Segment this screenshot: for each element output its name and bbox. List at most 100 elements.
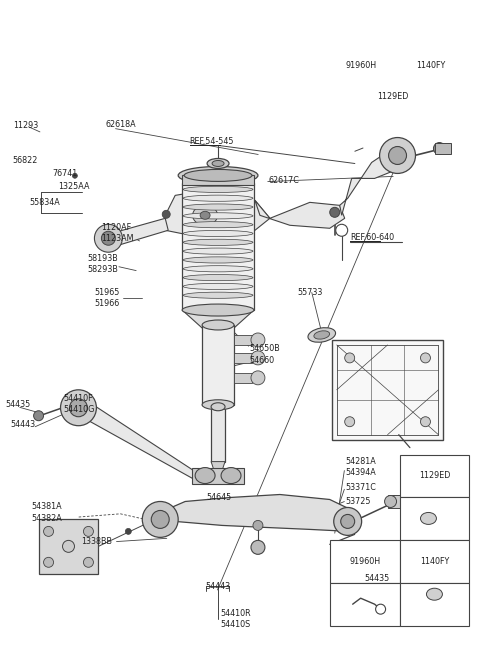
Text: REF.54-545: REF.54-545 <box>190 137 234 146</box>
Circle shape <box>84 527 94 536</box>
Text: 54443: 54443 <box>10 421 36 430</box>
Circle shape <box>334 507 361 535</box>
Ellipse shape <box>183 274 253 281</box>
Circle shape <box>162 210 170 218</box>
Circle shape <box>60 389 96 426</box>
Polygon shape <box>165 190 270 240</box>
Ellipse shape <box>183 213 253 219</box>
Bar <box>234 335 252 345</box>
Text: 53725: 53725 <box>345 497 371 506</box>
Ellipse shape <box>183 195 253 201</box>
Text: 55733: 55733 <box>298 288 323 297</box>
Bar <box>399 583 469 626</box>
Text: 53371C: 53371C <box>345 483 376 492</box>
Ellipse shape <box>192 205 217 225</box>
Circle shape <box>330 207 340 217</box>
Circle shape <box>44 557 54 567</box>
Ellipse shape <box>221 468 241 483</box>
Circle shape <box>376 604 385 614</box>
Text: 58193B
58293B: 58193B 58293B <box>88 254 119 274</box>
Bar <box>182 175 254 186</box>
Text: 11293: 11293 <box>12 121 38 130</box>
Bar <box>38 520 98 575</box>
Circle shape <box>251 351 265 365</box>
Circle shape <box>84 557 94 567</box>
Text: 62618A: 62618A <box>105 120 136 129</box>
Polygon shape <box>115 218 168 245</box>
Ellipse shape <box>183 283 253 289</box>
Polygon shape <box>148 494 360 531</box>
Polygon shape <box>255 201 345 228</box>
Bar <box>399 498 469 540</box>
Text: 54410R
54410S: 54410R 54410S <box>220 609 251 629</box>
Ellipse shape <box>212 160 224 166</box>
Circle shape <box>72 173 77 179</box>
Text: 1129ED: 1129ED <box>377 92 409 101</box>
Text: 54650B
54660: 54650B 54660 <box>250 344 280 364</box>
Ellipse shape <box>183 186 253 192</box>
Text: 56822: 56822 <box>12 157 38 166</box>
Circle shape <box>251 540 265 554</box>
Ellipse shape <box>426 588 443 600</box>
Bar <box>387 494 409 509</box>
Text: 54410F
54410G: 54410F 54410G <box>63 394 94 414</box>
Ellipse shape <box>184 170 252 181</box>
Text: 91960H: 91960H <box>349 557 380 566</box>
Ellipse shape <box>202 400 234 410</box>
Text: 55834A: 55834A <box>29 199 60 207</box>
Circle shape <box>70 399 87 417</box>
Bar <box>330 583 399 626</box>
Ellipse shape <box>183 292 253 298</box>
Polygon shape <box>340 151 399 215</box>
Text: 54435: 54435 <box>5 400 31 410</box>
Circle shape <box>142 501 178 538</box>
Bar <box>399 540 469 583</box>
Bar <box>211 407 225 461</box>
Text: 1120AF
1123AM: 1120AF 1123AM <box>101 223 134 243</box>
Ellipse shape <box>308 327 336 342</box>
Text: 54645: 54645 <box>206 493 232 502</box>
Bar <box>202 325 234 405</box>
Ellipse shape <box>183 221 253 228</box>
Circle shape <box>251 333 265 347</box>
Circle shape <box>95 225 122 252</box>
Text: 51965
51966: 51965 51966 <box>94 288 120 308</box>
Bar <box>399 455 469 498</box>
Bar <box>332 340 444 440</box>
Text: 54381A
54382A: 54381A 54382A <box>32 503 62 523</box>
Circle shape <box>345 353 355 363</box>
Ellipse shape <box>420 512 436 525</box>
Circle shape <box>389 146 407 164</box>
Ellipse shape <box>183 230 253 237</box>
Text: 1325AA: 1325AA <box>58 182 90 192</box>
Circle shape <box>380 138 416 173</box>
Circle shape <box>62 540 74 553</box>
Circle shape <box>433 142 445 155</box>
Text: 54281A
54394A: 54281A 54394A <box>345 457 376 477</box>
Text: 1140FY: 1140FY <box>420 557 449 566</box>
Ellipse shape <box>183 204 253 210</box>
Text: 1129ED: 1129ED <box>419 471 450 480</box>
Ellipse shape <box>202 320 234 330</box>
Circle shape <box>420 353 431 363</box>
Circle shape <box>251 371 265 385</box>
Text: 54443: 54443 <box>205 582 230 591</box>
Ellipse shape <box>207 159 229 168</box>
Circle shape <box>345 417 355 427</box>
Text: 1338BB: 1338BB <box>81 537 112 546</box>
Circle shape <box>125 529 132 534</box>
Circle shape <box>341 514 355 529</box>
Bar <box>182 183 254 310</box>
Text: 91960H: 91960H <box>346 61 377 70</box>
Circle shape <box>101 231 115 245</box>
Ellipse shape <box>183 257 253 263</box>
Bar <box>330 540 399 583</box>
Bar <box>234 373 252 383</box>
Circle shape <box>384 496 396 507</box>
Ellipse shape <box>200 212 210 219</box>
Bar <box>234 353 252 363</box>
Ellipse shape <box>184 198 226 233</box>
Text: 62617C: 62617C <box>269 176 300 185</box>
Ellipse shape <box>211 403 225 411</box>
Polygon shape <box>211 461 225 474</box>
